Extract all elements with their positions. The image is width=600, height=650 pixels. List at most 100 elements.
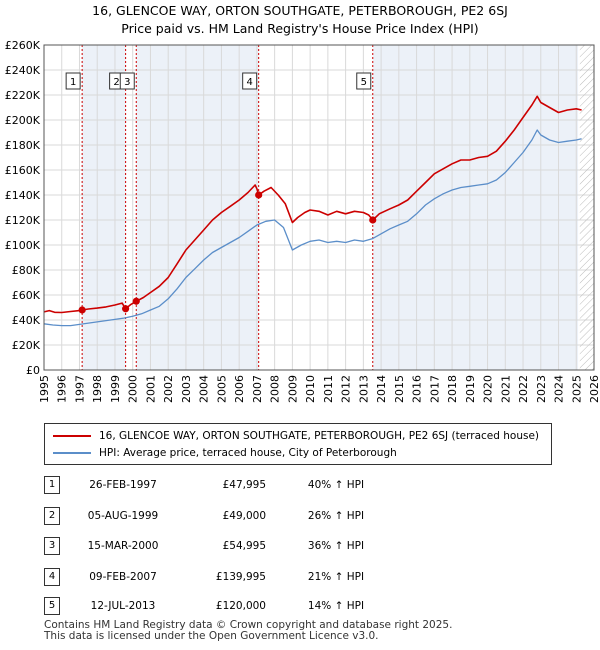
x-tick-label: 2011 [322,375,335,403]
y-tick-label: £40K [12,314,41,327]
x-tick-label: 1996 [56,375,69,403]
sale-row: 3 15-MAR-2000 £54,995 36% ↑ HPI [0,537,600,557]
x-tick-label: 2018 [446,375,459,403]
sale-date: 15-MAR-2000 [87,540,159,552]
x-tick-label: 2004 [198,375,211,403]
legend-label-hpi: HPI: Average price, terraced house, City… [99,447,397,459]
x-tick-label: 2024 [553,375,566,403]
y-tick-label: £160K [5,164,41,177]
x-tick-label: 1997 [73,375,86,403]
sale-label-text: 5 [361,77,367,88]
y-tick-label: £180K [5,139,41,152]
sale-price: £139,995 [215,571,266,583]
x-tick-label: 2005 [215,375,228,403]
future-region [579,45,594,370]
legend: 16, GLENCOE WAY, ORTON SOUTHGATE, PETERB… [44,423,552,465]
sale-price: £120,000 [215,600,266,612]
legend-item-hpi: HPI: Average price, terraced house, City… [53,447,397,459]
sale-hpi-change: 21% ↑ HPI [307,571,365,583]
x-tick-label: 1999 [109,375,122,403]
x-tick-label: 2007 [251,375,264,403]
sale-number-box: 5 [44,597,60,615]
y-tick-label: £240K [5,64,41,77]
x-tick-label: 2013 [357,375,370,403]
sale-label-text: 1 [70,77,76,88]
y-tick-label: £140K [5,189,41,202]
x-tick-labels: 1995 1996 1997 1998 1999 2000 2001 2002 2003 2004… [38,375,600,403]
x-tick-label: 2009 [286,375,299,403]
sale-date: 12-JUL-2013 [90,600,156,612]
y-tick-label: £0 [26,364,40,377]
sale-row: 4 09-FEB-2007 £139,995 21% ↑ HPI [0,568,600,588]
x-tick-label: 2020 [482,375,495,403]
future-region-hatch [579,45,594,370]
sale-hpi-change: 14% ↑ HPI [307,600,365,612]
x-tick-label: 2015 [393,375,406,403]
x-tick-label: 2012 [340,375,353,403]
sale-point [369,216,377,224]
x-tick-label: 2025 [570,375,583,403]
sale-label-box [242,72,258,90]
sale-point [122,305,130,313]
sale-point [255,191,263,199]
sale-price: £49,000 [222,510,266,522]
sale-label-box [356,72,372,90]
sale-price: £47,995 [222,479,266,491]
sale-row: 2 05-AUG-1999 £49,000 26% ↑ HPI [0,507,600,527]
shaded-period [372,45,579,370]
y-tick-labels: £0 £20K £40K £60K £80K £100K £120K £140K £160K £1… [5,39,41,377]
x-tick-label: 2006 [233,375,246,403]
y-tick-label: £20K [12,339,41,352]
sale-hpi-change: 36% ↑ HPI [307,540,365,552]
sale-hpi-change: 26% ↑ HPI [307,510,365,522]
x-tick-label: 2003 [180,375,193,403]
sale-label-text: 4 [246,77,252,88]
x-tick-label: 2021 [499,375,512,403]
sale-price: £54,995 [222,540,266,552]
shaded-period [82,45,126,370]
sale-point [132,297,140,305]
chart-title-subtitle: Price paid vs. HM Land Registry's House … [121,21,479,36]
footer-line-licence: This data is licensed under the Open Gov… [44,630,379,642]
x-tick-label: 2022 [517,375,530,403]
sale-label-text: 2 [113,77,119,88]
sale-number-box: 3 [44,537,60,555]
x-tick-label: 2026 [588,375,600,403]
sale-date: 05-AUG-1999 [87,510,159,522]
y-tick-label: £260K [5,39,41,52]
x-tick-label: 2016 [411,375,424,403]
legend-swatch-property [53,435,91,437]
sale-row: 5 12-JUL-2013 £120,000 14% ↑ HPI [0,597,600,617]
footer-line-copyright: Contains HM Land Registry data © Crown c… [44,619,453,631]
sale-number-box: 4 [44,568,60,586]
legend-item-property: 16, GLENCOE WAY, ORTON SOUTHGATE, PETERB… [53,430,539,442]
y-tick-label: £60K [12,289,41,302]
x-tick-label: 1998 [91,375,104,403]
shaded-period [136,45,259,370]
sale-hpi-change: 40% ↑ HPI [307,479,365,491]
footer-attribution: Contains HM Land Registry data © Crown c… [44,620,452,642]
sale-date: 09-FEB-2007 [89,571,157,583]
x-tick-label: 2000 [127,375,140,403]
x-tick-label: 2019 [464,375,477,403]
sale-date: 26-FEB-1997 [89,479,157,491]
x-tick-label: 2023 [535,375,548,403]
sale-point [78,306,86,314]
y-tick-label: £220K [5,89,41,102]
x-tick-label: 1995 [38,375,51,403]
y-tick-label: £120K [5,214,41,227]
sale-label-box [119,72,135,90]
grid-lines [43,44,595,371]
sale-number-box: 2 [44,507,60,525]
sale-label-box [65,72,81,90]
legend-swatch-hpi [53,452,91,454]
y-tick-label: £100K [5,239,41,252]
x-tick-label: 2002 [162,375,175,403]
series-line-hpi [43,129,582,327]
legend-label-property: 16, GLENCOE WAY, ORTON SOUTHGATE, PETERB… [99,430,540,442]
plot-frame [43,44,595,371]
y-tick-label: £80K [12,264,41,277]
shaded-periods [82,45,579,370]
